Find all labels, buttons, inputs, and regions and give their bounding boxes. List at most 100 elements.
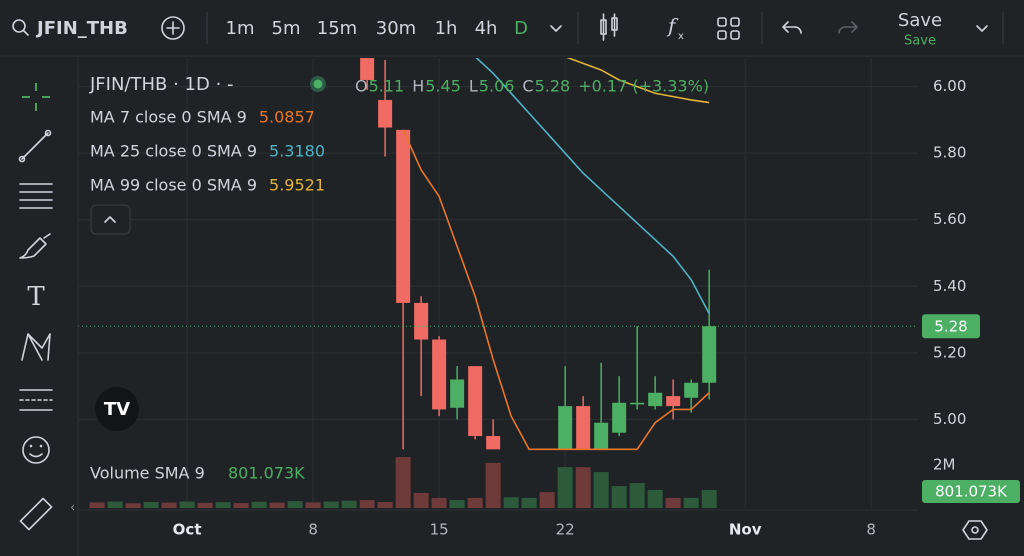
compare-button[interactable] [161,16,185,40]
settings-button[interactable] [962,520,988,540]
ohlc-value: 5.06 [479,77,515,96]
prediction-tool[interactable] [19,389,53,411]
candle-body [468,366,483,437]
tradingview-logo: TV [95,387,139,431]
undo-button[interactable] [782,21,802,34]
candle-body [702,326,717,383]
volume-bar [629,483,645,508]
interval-button[interactable]: 1h [435,18,458,39]
candle-body [666,396,681,407]
indicators-button-sub[interactable]: x [678,31,684,42]
drawing-tools: T ‹ [18,83,75,531]
y-tick-label: 5.40 [933,277,966,295]
ohlc-value: 5.45 [425,77,461,96]
volume-badge [922,480,1020,503]
candle-body [576,406,591,450]
x-tick-label: 22 [556,521,575,539]
intervals: 1m 5m 15m 30m 1h 4h D [226,18,528,39]
interval-button[interactable]: 1m [226,18,255,39]
volume-bar [593,472,609,508]
volume-bar [125,503,141,508]
fib-tool[interactable] [19,183,53,209]
brush-tool[interactable] [19,233,51,259]
y-tick-label: 5.20 [933,343,966,361]
x-tick-label: Nov [729,521,762,539]
ohlc-change: +0.17 (+3.33%) [578,77,709,96]
y-tick-label: 5.80 [933,144,966,162]
x-tick-label: 8 [866,521,876,539]
candle-body [432,339,447,410]
ohlc-label: L [469,77,478,96]
chart-type-button[interactable] [600,13,618,41]
save-dropdown[interactable] [976,25,988,32]
candle-body [630,402,645,405]
svg-text:TV: TV [104,399,130,420]
volume-bar [305,502,321,508]
symbol[interactable]: JFIN_THB [35,18,128,39]
indicator-value: 5.9521 [269,176,325,195]
y-tick-label: 5.00 [933,410,966,428]
volume-bar [215,502,231,508]
redo-button[interactable] [838,21,858,34]
volume-bar [89,502,105,508]
emoji-tool[interactable] [22,436,50,464]
volume-bar [269,502,285,508]
interval-button[interactable]: 30m [376,18,416,39]
legend-collapse[interactable] [90,204,131,235]
ruler-tool[interactable] [19,497,53,531]
trendline-tool[interactable] [18,129,52,163]
volume-bar [485,462,501,508]
indicator-value: 5.3180 [269,142,325,161]
indicator-name: MA 7 close 0 SMA 9 [90,108,247,127]
volume-bar [251,501,267,508]
volume-legend-name: Volume SMA 9 [90,464,205,483]
volume-bar [431,497,447,508]
volume-pane [89,457,717,508]
interval-button[interactable]: 5m [272,18,301,39]
volume-bar [503,497,519,508]
volume-bar [413,492,429,508]
indicator-value: 5.0857 [259,108,315,127]
interval-button[interactable]: D [514,18,528,39]
volume-bar [179,501,195,508]
volume-badge-label: 801.073K [935,483,1008,501]
last-price-label: 5.28 [934,318,967,336]
last-price-badge [922,314,980,339]
indicator-name: MA 25 close 0 SMA 9 [90,142,257,161]
pattern-tool[interactable] [21,333,51,361]
interval-button[interactable]: 15m [317,18,357,39]
interval-dropdown[interactable] [550,25,562,32]
candle-body [360,58,375,80]
price-pane [78,58,918,451]
interval-button[interactable]: 4h [475,18,498,39]
volume-bar [395,457,411,508]
symbol-search[interactable]: JFIN_THB [12,18,128,39]
layout-button[interactable] [717,17,740,40]
status-dot [313,79,323,89]
candle-body [414,302,429,340]
ma-line [402,129,710,451]
volume-bar [557,467,573,508]
ohlc-value: 5.11 [369,77,405,96]
ohlc-label: H [412,77,424,96]
text-tool[interactable]: T [27,282,45,312]
collapse-sidebar[interactable]: ‹ [70,501,75,516]
crosshair-tool[interactable] [22,83,50,111]
save-status: Save [904,34,936,49]
volume-bar [143,501,159,508]
y-tick-label: 6.00 [933,77,966,95]
volume-bar [359,500,375,508]
save-button[interactable]: Save [898,10,942,31]
candle-body [684,382,699,398]
y-tick-label: 5.60 [933,210,966,228]
volume-bar [233,503,249,508]
candle-body [648,392,663,407]
volume-tick-label: 2M [933,456,956,474]
volume-bar [107,501,123,508]
candle-body [486,436,501,450]
volume-bar [701,489,717,508]
volume-bar [575,467,591,508]
volume-bar [683,497,699,508]
